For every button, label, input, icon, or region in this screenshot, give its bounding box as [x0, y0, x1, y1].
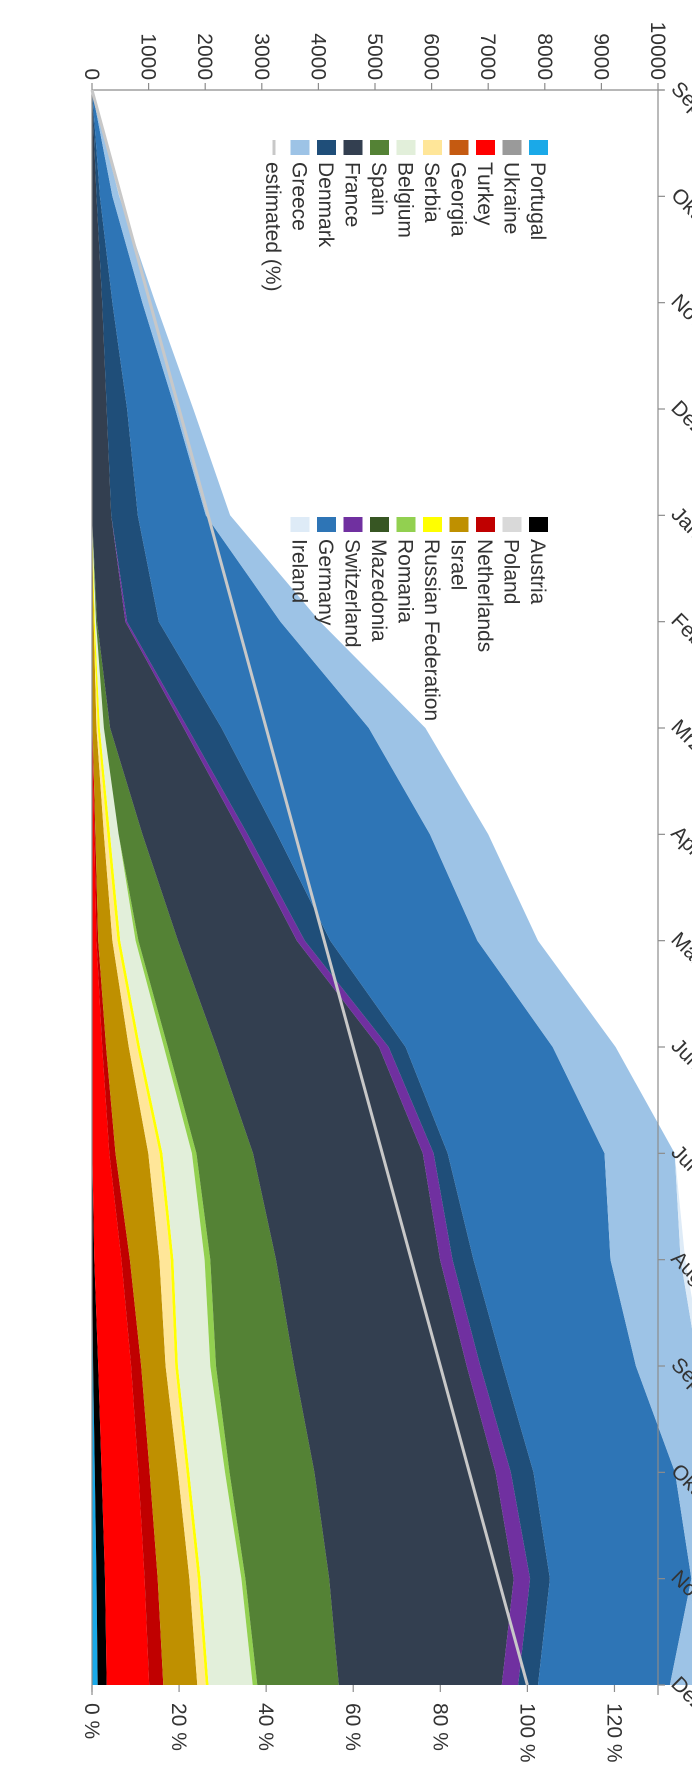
y-left-tick-label: 8000 [533, 33, 556, 80]
y-left-tick-label: 7000 [476, 33, 499, 80]
legend-label-greece: Greece [288, 162, 311, 231]
area-turkey [92, 90, 150, 1685]
area-germany [92, 90, 692, 1685]
x-tick-label: Mai 18 [666, 928, 692, 989]
x-tick-label: Nov 17 [666, 290, 692, 353]
legend-swatch-serbia [423, 140, 442, 155]
legend-label-switzerland: Switzerland [341, 539, 364, 648]
legend-label-netherlands: Netherlands [473, 539, 496, 652]
y-left-tick-label: 9000 [589, 33, 612, 80]
legend-label-denmark: Denmark [314, 162, 337, 248]
y-right-tick-label: 0 % [80, 1703, 103, 1739]
area-france [92, 90, 514, 1685]
x-tick-label: Okt 17 [666, 184, 692, 244]
legend-swatch-romania [396, 517, 416, 532]
legend-swatch-netherlands [476, 517, 495, 532]
legend-label-poland: Poland [500, 539, 523, 604]
y-left-tick-label: 2000 [193, 33, 216, 80]
legend-label-serbia: Serbia [420, 162, 443, 223]
x-tick-label: Jun 18 [666, 1034, 692, 1095]
y-left-tick-label: 10000 [646, 22, 669, 80]
legend-swatch-austria [529, 517, 548, 532]
legend-label-portugal: Portugal [526, 162, 549, 240]
legend-label-germany: Germany [314, 539, 337, 626]
legend-label-belgium: Belgium [394, 162, 417, 238]
legend-swatch-switzerland [343, 517, 363, 532]
x-tick-label: Feb 18 [666, 609, 692, 672]
legend-label-israel: Israel [447, 539, 470, 590]
legend-swatch-france [343, 140, 363, 155]
legend-label-spain: Spain [367, 162, 390, 216]
y-left-tick-label: 3000 [250, 33, 273, 80]
legend-swatch-greece [290, 140, 310, 155]
legend-swatch-israel [449, 517, 469, 532]
legend-swatch-georgia [449, 140, 469, 155]
legend-swatch-russian-federation [423, 517, 442, 532]
legend-label-georgia: Georgia [447, 162, 470, 237]
legend-label-austria: Austria [526, 539, 549, 605]
x-tick-label: Sep 17 [666, 77, 692, 140]
legend-swatch-denmark [317, 140, 336, 155]
legend-swatch-germany [317, 517, 336, 532]
legend-label-romania: Romania [394, 539, 417, 623]
legend-label-mazedonia: Mazedonia [367, 539, 390, 642]
legend-swatch-ukraine [502, 140, 522, 155]
area-belgium [92, 90, 253, 1685]
legend-label-france: France [341, 162, 364, 227]
legend-swatch-poland [502, 517, 522, 532]
x-tick-label: Mrz 18 [666, 715, 692, 777]
y-right-tick-label: 100 % [515, 1703, 538, 1763]
y-right-tick-label: 120 % [602, 1703, 625, 1763]
area-israel [92, 90, 198, 1685]
y-right-tick-label: 60 % [341, 1703, 364, 1751]
y-left-tick-label: 4000 [306, 33, 329, 80]
x-tick-label: Apr 18 [666, 822, 692, 882]
x-tick-label: Dez 17 [666, 396, 692, 459]
legend-swatch-mazedonia [370, 517, 389, 532]
estimated-line-group [90, 89, 529, 1686]
area-series-group [92, 90, 692, 1685]
y-right-tick-label: 40 % [254, 1703, 277, 1751]
y-left-tick-label: 6000 [420, 33, 443, 80]
legend-swatch-turkey [476, 140, 495, 155]
legend-label-estimated: estimated (%) [261, 162, 284, 292]
legend-label-ireland: Ireland [288, 539, 311, 603]
legend-label-russian-federation: Russian Federation [420, 539, 443, 721]
legend-swatch-ireland [290, 517, 310, 532]
legend-label-turkey: Turkey [473, 162, 496, 226]
y-right-tick-label: 20 % [167, 1703, 190, 1751]
y-right-tick-label: 80 % [428, 1703, 451, 1751]
legend-swatch-belgium [396, 140, 416, 155]
y-left-tick-label: 1000 [137, 33, 160, 80]
area-spain [92, 90, 339, 1685]
legend: PortugalUkraineTurkeyGeorgiaSerbiaBelgiu… [261, 140, 549, 721]
legend-swatch-spain [370, 140, 389, 155]
y-left-tick-label: 5000 [363, 33, 386, 80]
estimated-line [90, 89, 529, 1686]
x-tick-label: Jan 18 [666, 503, 692, 564]
legend-label-ukraine: Ukraine [500, 162, 523, 234]
y-left-tick-label: 0 [80, 68, 103, 80]
legend-swatch-portugal [529, 140, 548, 155]
